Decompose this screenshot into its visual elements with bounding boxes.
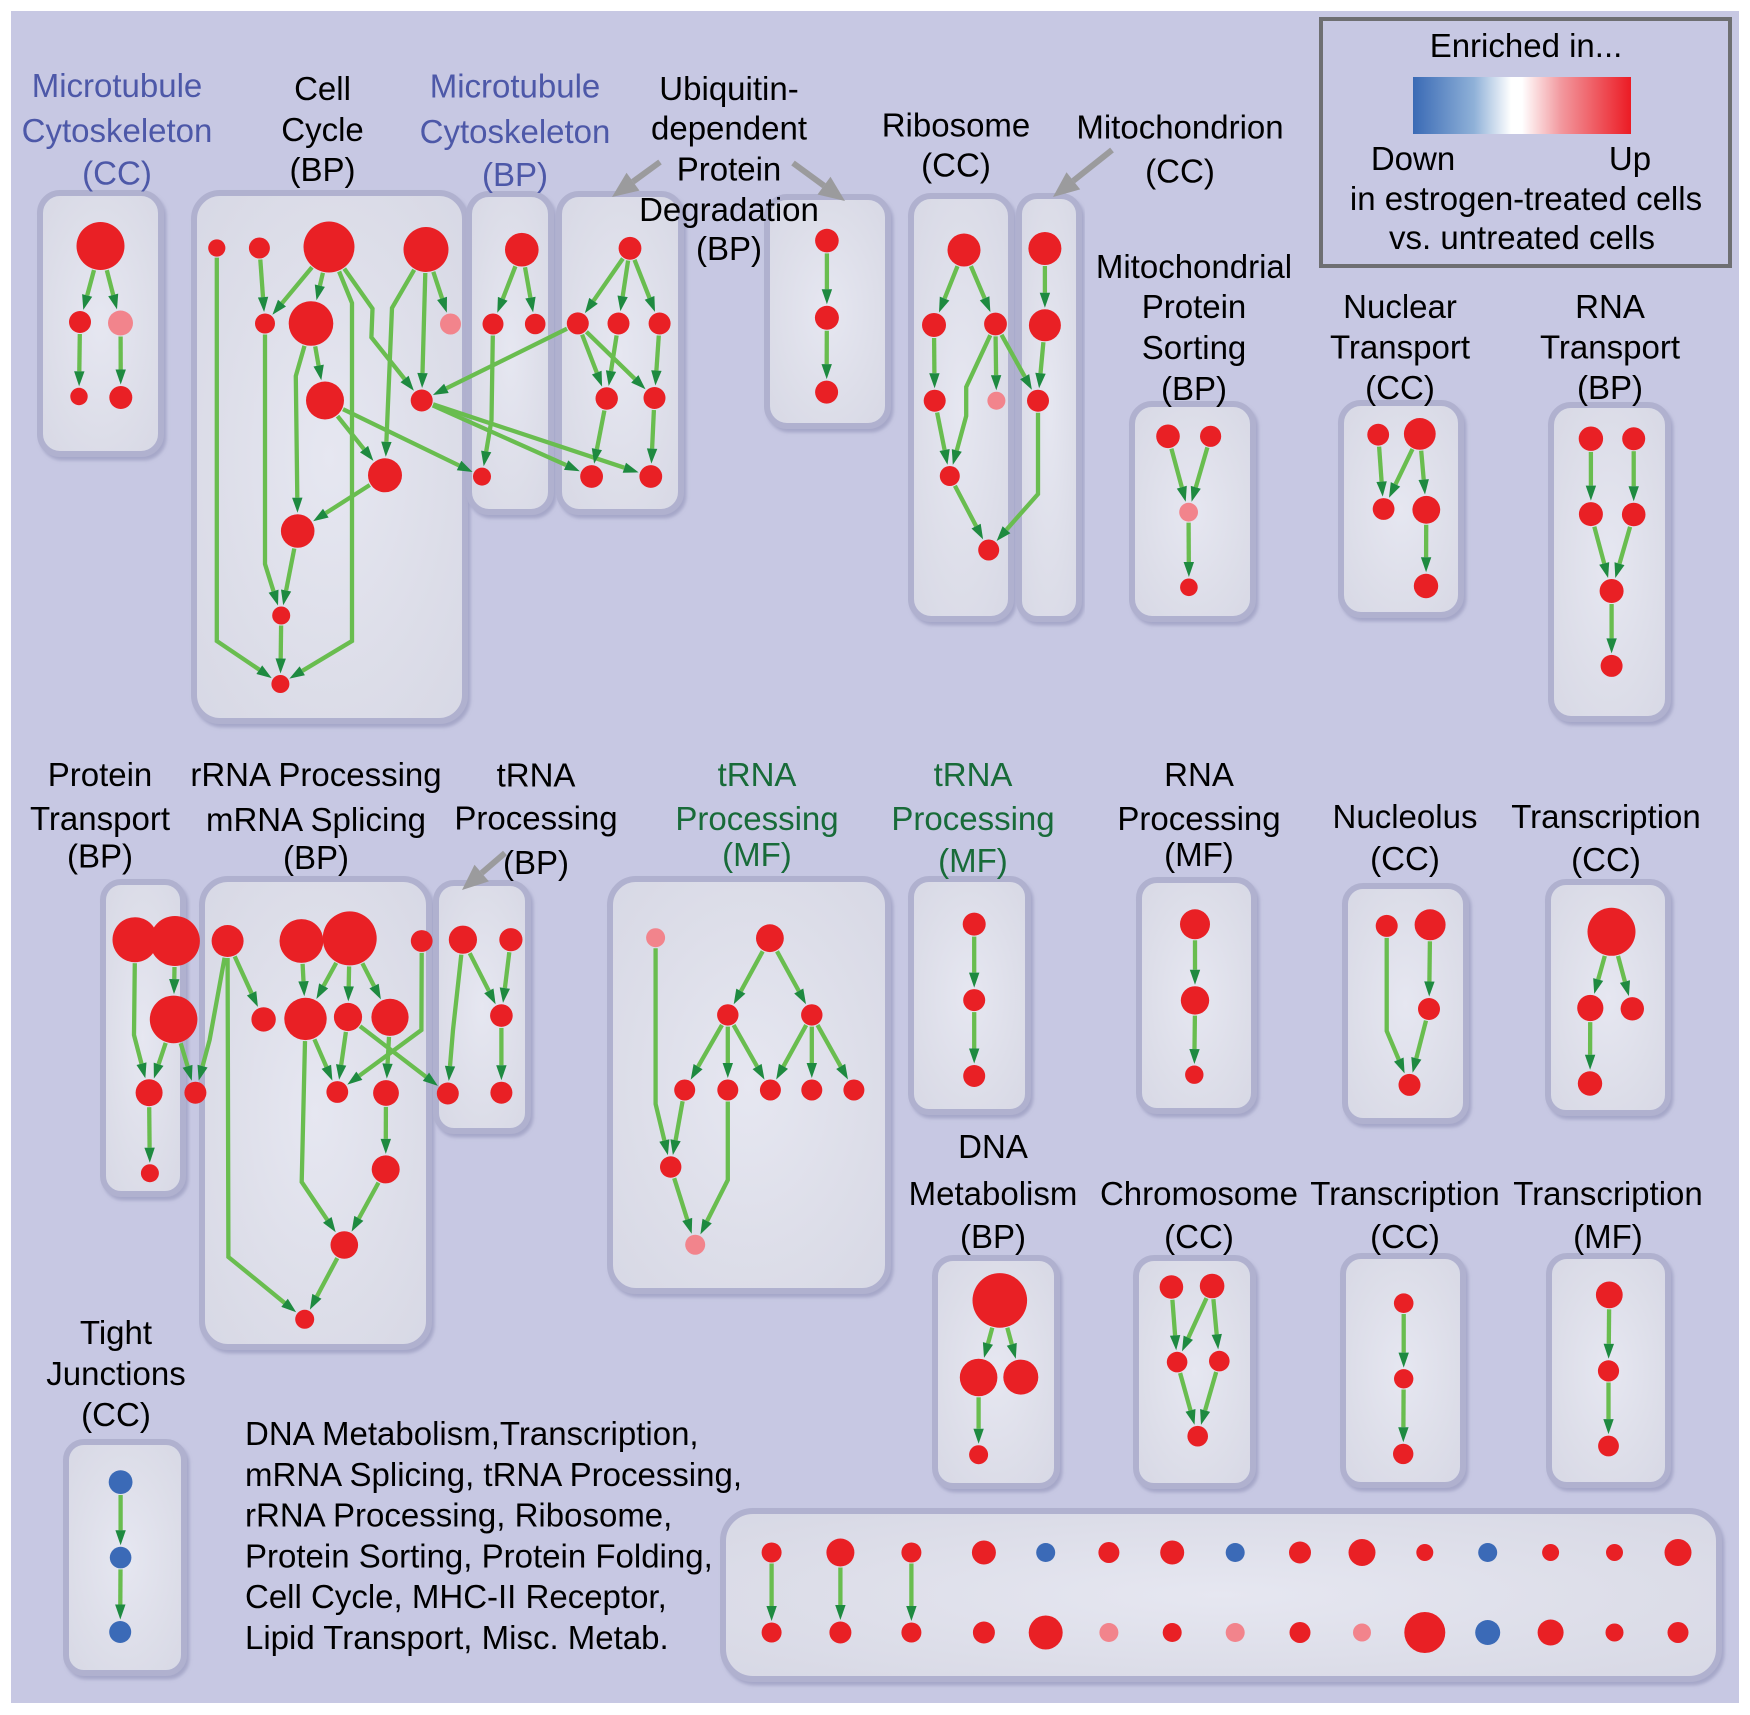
svg-text:Chromosome: Chromosome [1100, 1175, 1298, 1212]
svg-text:Ubiquitin-: Ubiquitin- [659, 70, 798, 107]
svg-text:Processing: Processing [675, 800, 838, 837]
svg-text:(CC): (CC) [1365, 369, 1435, 406]
svg-text:Transport: Transport [1330, 329, 1470, 366]
svg-text:Up: Up [1609, 140, 1651, 177]
svg-text:tRNA: tRNA [718, 756, 797, 793]
svg-text:Processing: Processing [891, 800, 1054, 837]
svg-text:(BP): (BP) [290, 151, 356, 188]
svg-text:Lipid Transport, Misc. Metab.: Lipid Transport, Misc. Metab. [245, 1619, 669, 1656]
svg-text:Junctions: Junctions [46, 1355, 185, 1392]
svg-text:Sorting: Sorting [1142, 329, 1247, 366]
svg-text:mRNA Splicing, tRNA Processing: mRNA Splicing, tRNA Processing, [245, 1456, 742, 1493]
svg-text:(BP): (BP) [1577, 369, 1643, 406]
svg-text:vs. untreated cells: vs. untreated cells [1389, 219, 1655, 256]
svg-text:tRNA: tRNA [934, 756, 1013, 793]
svg-text:Transport: Transport [1540, 329, 1680, 366]
svg-text:(CC): (CC) [1145, 153, 1215, 190]
svg-text:Cell: Cell [294, 70, 351, 107]
svg-text:Protein: Protein [677, 151, 782, 188]
svg-text:Protein Sorting, Protein Foldi: Protein Sorting, Protein Folding, [245, 1537, 713, 1574]
svg-text:(BP): (BP) [67, 838, 133, 875]
svg-text:Nucleolus: Nucleolus [1333, 798, 1478, 835]
svg-text:RNA: RNA [1164, 756, 1234, 793]
svg-text:Cycle: Cycle [281, 111, 364, 148]
svg-text:Cytoskeleton: Cytoskeleton [22, 112, 213, 149]
svg-text:Microtubule: Microtubule [32, 67, 203, 104]
svg-text:Processing: Processing [454, 800, 617, 837]
svg-text:(CC): (CC) [921, 147, 991, 184]
svg-text:rRNA Processing: rRNA Processing [190, 756, 441, 793]
svg-text:Protein: Protein [1142, 288, 1247, 325]
svg-text:(BP): (BP) [960, 1218, 1026, 1255]
svg-text:Microtubule: Microtubule [430, 68, 601, 105]
svg-text:Cell Cycle, MHC-II Receptor,: Cell Cycle, MHC-II Receptor, [245, 1578, 667, 1615]
svg-text:Transcription: Transcription [1513, 1175, 1703, 1212]
svg-text:rRNA Processing, Ribosome,: rRNA Processing, Ribosome, [245, 1497, 672, 1534]
svg-text:Cytoskeleton: Cytoskeleton [420, 113, 611, 150]
svg-text:(BP): (BP) [503, 844, 569, 881]
svg-text:dependent: dependent [651, 110, 807, 147]
svg-text:Enriched in...: Enriched in... [1430, 27, 1623, 64]
svg-text:Mitochondrial: Mitochondrial [1096, 248, 1292, 285]
svg-text:(MF): (MF) [938, 842, 1008, 879]
svg-text:Mitochondrion: Mitochondrion [1076, 109, 1283, 146]
svg-text:(MF): (MF) [1573, 1218, 1643, 1255]
svg-text:Tight: Tight [80, 1314, 152, 1351]
svg-text:(MF): (MF) [722, 836, 792, 873]
svg-text:RNA: RNA [1575, 288, 1645, 325]
svg-text:(BP): (BP) [482, 156, 548, 193]
svg-text:(CC): (CC) [1370, 1218, 1440, 1255]
svg-text:(CC): (CC) [1164, 1218, 1234, 1255]
svg-text:Protein: Protein [48, 756, 153, 793]
svg-text:(CC): (CC) [1370, 840, 1440, 877]
svg-text:(CC): (CC) [1571, 841, 1641, 878]
svg-text:Down: Down [1371, 140, 1455, 177]
svg-text:Degradation: Degradation [639, 191, 819, 228]
svg-text:DNA: DNA [958, 1128, 1028, 1165]
svg-text:(BP): (BP) [696, 230, 762, 267]
svg-text:tRNA: tRNA [497, 757, 576, 794]
svg-text:Ribosome: Ribosome [882, 107, 1031, 144]
svg-text:Nuclear: Nuclear [1343, 288, 1457, 325]
svg-text:Transcription: Transcription [1511, 798, 1701, 835]
svg-text:(BP): (BP) [1161, 370, 1227, 407]
svg-text:Processing: Processing [1117, 800, 1280, 837]
svg-text:DNA Metabolism,Transcription,: DNA Metabolism,Transcription, [245, 1415, 699, 1452]
svg-text:(BP): (BP) [283, 839, 349, 876]
svg-text:in estrogen-treated cells: in estrogen-treated cells [1350, 180, 1702, 217]
svg-text:(CC): (CC) [81, 1396, 151, 1433]
svg-text:Transcription: Transcription [1310, 1175, 1500, 1212]
svg-text:Metabolism: Metabolism [909, 1175, 1078, 1212]
svg-text:(CC): (CC) [82, 155, 152, 192]
svg-text:(MF): (MF) [1164, 836, 1234, 873]
svg-text:Transport: Transport [30, 800, 170, 837]
svg-text:mRNA Splicing: mRNA Splicing [206, 801, 426, 838]
